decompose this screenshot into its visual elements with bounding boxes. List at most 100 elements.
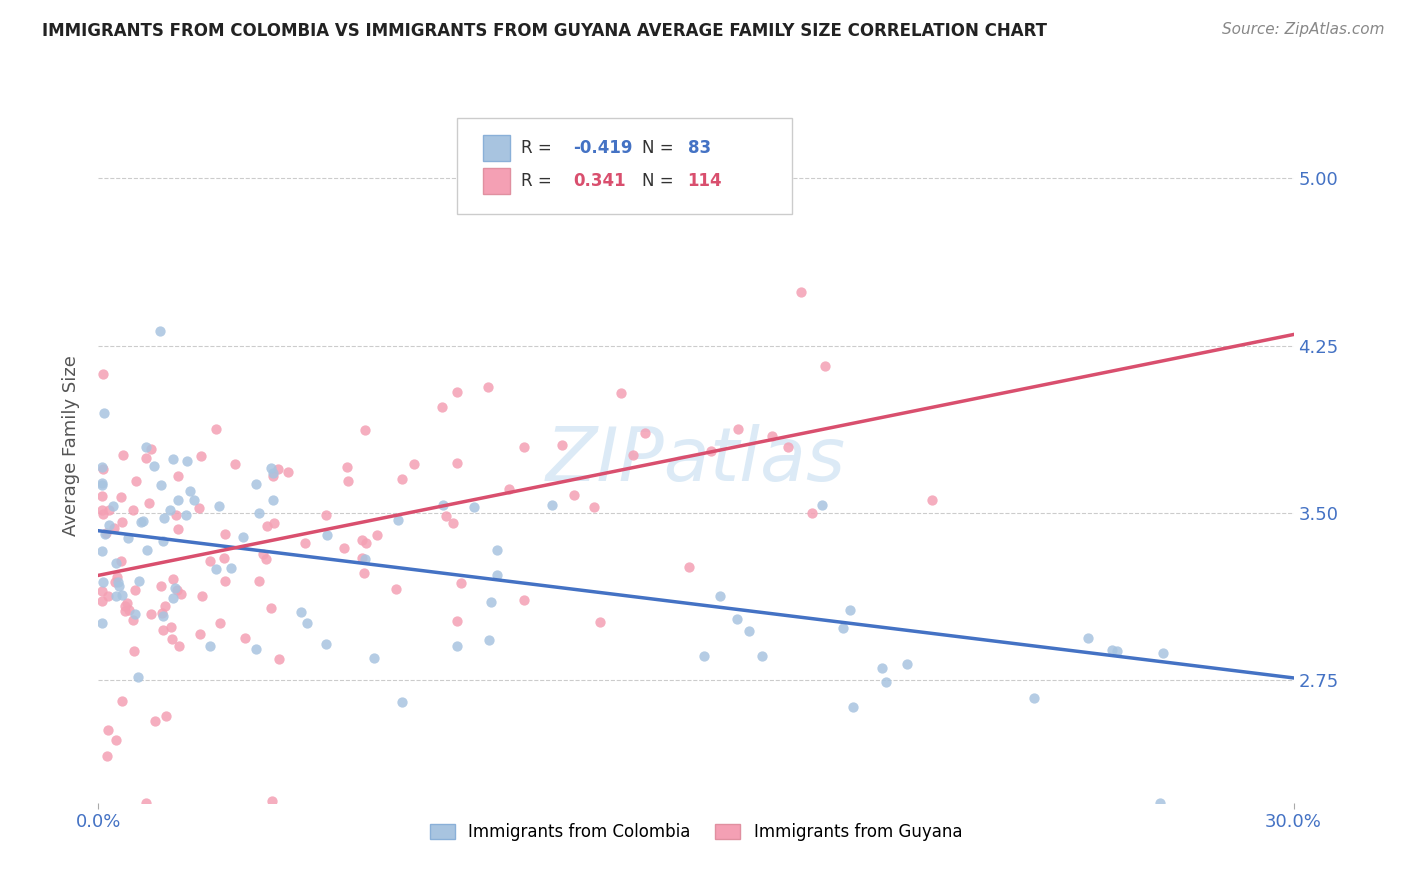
Point (97, 589, 120, 603)
Text: R =: R = (522, 172, 558, 190)
Point (91, 460, 114, 475)
Point (91, 583, 114, 598)
Point (103, 499, 125, 513)
Point (190, 589, 212, 603)
Point (162, 572, 184, 586)
Point (188, 626, 211, 640)
Point (245, 477, 267, 491)
Y-axis label: Average Family Size: Average Family Size (62, 356, 80, 536)
Point (800, 506, 823, 520)
Point (91, 367, 114, 381)
Point (103, 521, 125, 535)
Point (149, 579, 172, 593)
Point (152, 609, 174, 624)
Point (128, 574, 150, 589)
Point (269, 651, 291, 665)
Point (366, 528, 388, 542)
Point (91, 490, 114, 504)
Point (463, 500, 485, 514)
Point (247, 574, 270, 588)
Point (832, 621, 855, 635)
Point (391, 695, 413, 709)
Point (551, 438, 574, 452)
Point (110, 491, 132, 505)
Point (198, 639, 221, 653)
Point (336, 474, 359, 488)
Point (1149, 796, 1171, 810)
Point (97, 517, 120, 532)
Point (262, 466, 284, 480)
Point (91, 543, 114, 558)
Point (135, 440, 157, 454)
Point (108, 579, 131, 593)
Point (896, 657, 918, 672)
Point (252, 548, 274, 562)
Point (363, 651, 385, 665)
Point (316, 528, 339, 542)
Point (295, 615, 318, 630)
Point (159, 620, 181, 634)
Point (249, 506, 271, 520)
Point (117, 596, 139, 610)
Point (97, 502, 120, 516)
Point (122, 613, 145, 627)
FancyBboxPatch shape (457, 118, 792, 214)
Point (91, 616, 114, 631)
Point (107, 574, 129, 589)
Point (1077, 631, 1099, 645)
Point (91, 593, 114, 607)
Point (91, 462, 114, 476)
Point (693, 648, 716, 663)
Point (176, 453, 198, 467)
Point (121, 503, 143, 517)
Point (430, 400, 453, 414)
Point (699, 443, 721, 458)
Point (790, 285, 813, 299)
Point (93, 507, 115, 521)
Point (204, 562, 226, 576)
Point (167, 639, 190, 653)
Point (143, 714, 166, 728)
Text: ZIPatlas: ZIPatlas (546, 425, 846, 496)
Point (162, 451, 184, 466)
Point (208, 499, 231, 513)
Point (143, 459, 166, 474)
Point (404, 457, 426, 471)
Point (256, 518, 278, 533)
Point (387, 513, 409, 527)
Point (738, 624, 761, 638)
Point (96, 526, 118, 541)
Point (391, 472, 413, 486)
Point (97, 723, 120, 737)
Point (162, 591, 184, 605)
Text: Source: ZipAtlas.com: Source: ZipAtlas.com (1222, 22, 1385, 37)
Point (110, 554, 132, 568)
Point (333, 541, 356, 555)
Text: IMMIGRANTS FROM COLOMBIA VS IMMIGRANTS FROM GUYANA AVERAGE FAMILY SIZE CORRELATI: IMMIGRANTS FROM COLOMBIA VS IMMIGRANTS F… (42, 22, 1047, 40)
Point (434, 508, 457, 523)
Point (875, 674, 897, 689)
Point (188, 500, 211, 515)
Point (166, 492, 188, 507)
Point (277, 465, 299, 479)
Point (263, 516, 285, 530)
Point (870, 661, 893, 675)
Point (262, 492, 284, 507)
Point (127, 670, 149, 684)
Point (633, 425, 655, 440)
Point (513, 592, 536, 607)
Point (354, 552, 377, 566)
Point (135, 796, 157, 810)
Point (96, 749, 118, 764)
Point (446, 384, 468, 399)
Point (589, 615, 612, 629)
Point (212, 551, 235, 566)
Point (513, 440, 536, 454)
Point (166, 468, 188, 483)
Point (450, 575, 472, 590)
Point (190, 450, 212, 464)
Point (112, 448, 135, 462)
Point (498, 482, 520, 496)
Point (350, 551, 373, 566)
Point (233, 631, 256, 645)
